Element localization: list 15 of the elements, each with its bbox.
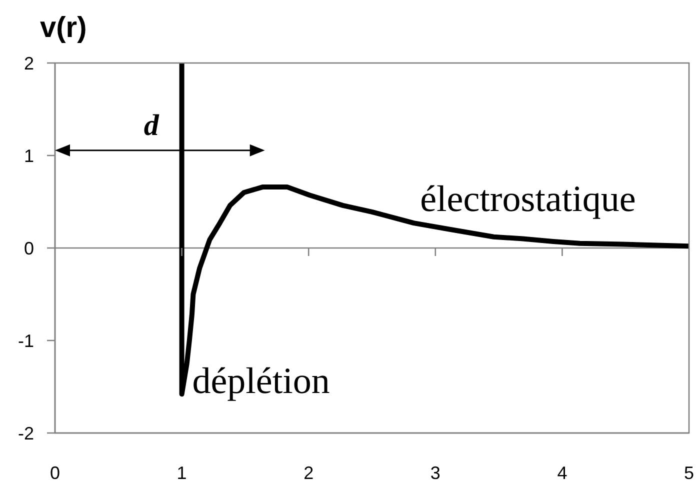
- y-tick-label: -2: [18, 423, 34, 444]
- y-axis-title: v(r): [40, 12, 87, 44]
- y-tick-label: 2: [24, 53, 34, 74]
- x-tick-label: 4: [557, 462, 568, 483]
- y-tick-label: 1: [24, 146, 34, 166]
- x-tick-label: 0: [50, 462, 60, 483]
- y-tick-label: -1: [18, 330, 34, 351]
- y-tick-label: 0: [24, 238, 34, 258]
- annotation: déplétion: [192, 361, 330, 402]
- x-tick-label: 3: [430, 462, 440, 483]
- annotation: électrostatique: [420, 179, 636, 220]
- x-tick-label: 5: [684, 462, 694, 483]
- x-tick-label: 2: [304, 462, 314, 483]
- annotation: d: [144, 109, 160, 142]
- x-tick-label: 1: [176, 462, 187, 483]
